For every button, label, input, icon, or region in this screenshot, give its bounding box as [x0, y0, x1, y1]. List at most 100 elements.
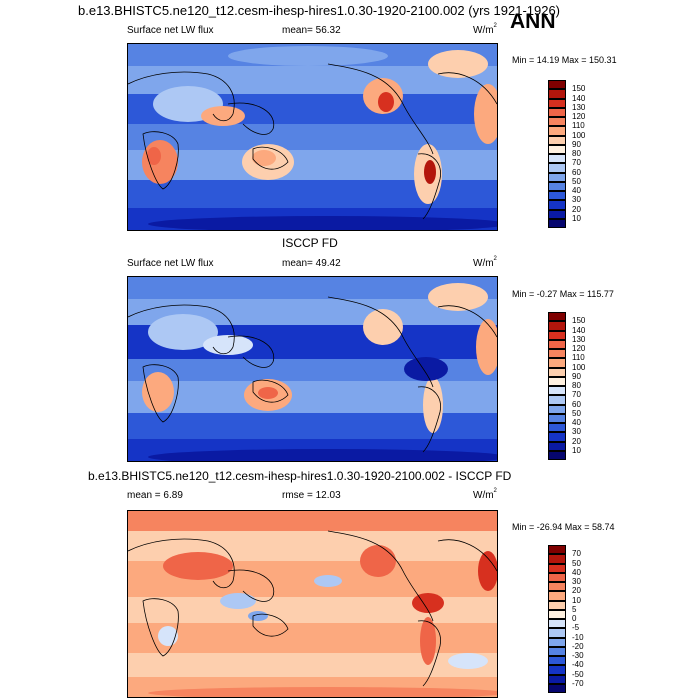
colorbar-swatch	[548, 423, 566, 433]
colorbar-label: 130	[572, 102, 586, 112]
panel2-heading: ISCCP FD	[282, 236, 338, 250]
colorbar-swatch	[548, 395, 566, 405]
colorbar-label: 100	[572, 130, 586, 140]
colorbar-swatch	[548, 572, 566, 582]
colorbar-label: 110	[572, 121, 585, 131]
colorbar-swatch	[548, 367, 566, 377]
colorbar-swatch	[548, 404, 566, 414]
colorbar-swatch	[548, 665, 566, 675]
colorbar-swatch	[548, 386, 566, 396]
colorbar-label: 140	[572, 325, 586, 335]
colorbar-label: 60	[572, 167, 581, 177]
colorbar-label: -20	[572, 641, 584, 651]
colorbar-swatch	[548, 646, 566, 656]
season-label: ANN	[510, 10, 556, 33]
colorbar-swatch	[548, 450, 566, 460]
colorbar-label: 10	[572, 595, 581, 605]
colorbar-label: 70	[572, 390, 581, 400]
colorbar-swatch	[548, 117, 566, 127]
panel2-colorbar: 150 140 130 120 110 100 90 80 70 60 50 40 30 20 10	[548, 312, 588, 460]
panel3-mean-label: mean = 6.89	[127, 490, 183, 501]
colorbar-swatch	[548, 126, 566, 136]
colorbar-label: 90	[572, 139, 581, 149]
colorbar-label: 110	[572, 353, 585, 363]
colorbar-swatch	[548, 135, 566, 145]
colorbar-swatch	[548, 191, 566, 201]
colorbar-swatch	[548, 674, 566, 684]
colorbar-swatch	[548, 619, 566, 629]
colorbar-swatch	[548, 683, 566, 693]
panel2-obs-map	[127, 276, 498, 462]
colorbar-label: 70	[572, 158, 581, 168]
colorbar-swatch	[548, 154, 566, 164]
colorbar-label: -50	[572, 669, 584, 679]
panel3-units-label: W/m2	[473, 488, 497, 501]
colorbar-swatch	[548, 107, 566, 117]
colorbar-swatch	[548, 209, 566, 219]
colorbar-swatch	[548, 591, 566, 601]
colorbar-swatch	[548, 218, 566, 228]
colorbar-label: 20	[572, 436, 581, 446]
colorbar-swatch	[548, 312, 566, 322]
panel2-mean-label: mean= 49.42	[282, 258, 341, 269]
panel1-model-map	[127, 43, 498, 231]
colorbar-label: 80	[572, 149, 581, 158]
panel3-minmax: Min = -26.94 Max = 58.74	[512, 522, 615, 532]
panel3-map-svg	[128, 511, 497, 697]
panel2-minmax: Min = -0.27 Max = 115.77	[512, 289, 614, 299]
colorbar-label: 70	[572, 549, 581, 559]
colorbar-label: 10	[572, 445, 581, 455]
panel1-minmax: Min = 14.19 Max = 150.31	[512, 55, 617, 65]
colorbar-swatch	[548, 628, 566, 638]
colorbar-swatch	[548, 181, 566, 191]
colorbar-label: 150	[572, 316, 586, 326]
panel3-difference-map	[127, 510, 498, 698]
colorbar-swatch	[548, 582, 566, 592]
colorbar-label: -70	[572, 678, 584, 688]
panel1-colorbar: 150 140 130 120 110 100 90 80 70 60 50 40 30 20 10	[548, 80, 588, 228]
colorbar-swatch	[548, 637, 566, 647]
colorbar-swatch	[548, 144, 566, 154]
colorbar-label: 50	[572, 176, 581, 186]
colorbar-label: 90	[572, 371, 581, 381]
colorbar-label: -10	[572, 632, 584, 642]
colorbar-swatch	[548, 554, 566, 564]
colorbar-label: 40	[572, 418, 581, 427]
colorbar-label: 120	[572, 112, 586, 121]
colorbar-label: 80	[572, 381, 581, 390]
colorbar-swatch	[548, 89, 566, 99]
colorbar-label: 30	[572, 577, 581, 586]
colorbar-label: -30	[572, 651, 584, 660]
colorbar-swatch	[548, 656, 566, 666]
colorbar-label: 140	[572, 93, 586, 103]
colorbar-label: 50	[572, 408, 581, 418]
colorbar-label: 20	[572, 204, 581, 214]
colorbar-swatch	[548, 172, 566, 182]
panel3-heading: b.e13.BHISTC5.ne120_t12.cesm-ihesp-hires…	[88, 469, 512, 483]
panel1-mean-label: mean= 56.32	[282, 25, 341, 36]
colorbar-label: 30	[572, 195, 581, 205]
colorbar-swatch	[548, 563, 566, 573]
colorbar-swatch	[548, 98, 566, 108]
colorbar-label: 100	[572, 362, 586, 372]
colorbar-swatch	[548, 80, 566, 90]
colorbar-label: 30	[572, 427, 581, 437]
panel1-variable-label: Surface net LW flux	[127, 25, 214, 36]
colorbar-swatch	[548, 330, 566, 340]
colorbar-label: 150	[572, 84, 586, 94]
colorbar-label: 120	[572, 344, 586, 353]
colorbar-swatch	[548, 349, 566, 359]
colorbar-swatch	[548, 163, 566, 173]
colorbar-swatch	[548, 339, 566, 349]
colorbar-label: 40	[572, 567, 581, 577]
colorbar-label: -40	[572, 660, 584, 670]
colorbar-swatch	[548, 545, 566, 555]
colorbar-label: 50	[572, 558, 581, 568]
colorbar-swatch	[548, 600, 566, 610]
colorbar-label: 10	[572, 213, 581, 223]
panel2-units-label: W/m2	[473, 256, 497, 269]
colorbar-label: 0	[572, 614, 577, 623]
panel1-map-svg	[128, 44, 497, 230]
colorbar-swatch	[548, 432, 566, 442]
figure-title: b.e13.BHISTC5.ne120_t12.cesm-ihesp-hires…	[78, 3, 561, 18]
